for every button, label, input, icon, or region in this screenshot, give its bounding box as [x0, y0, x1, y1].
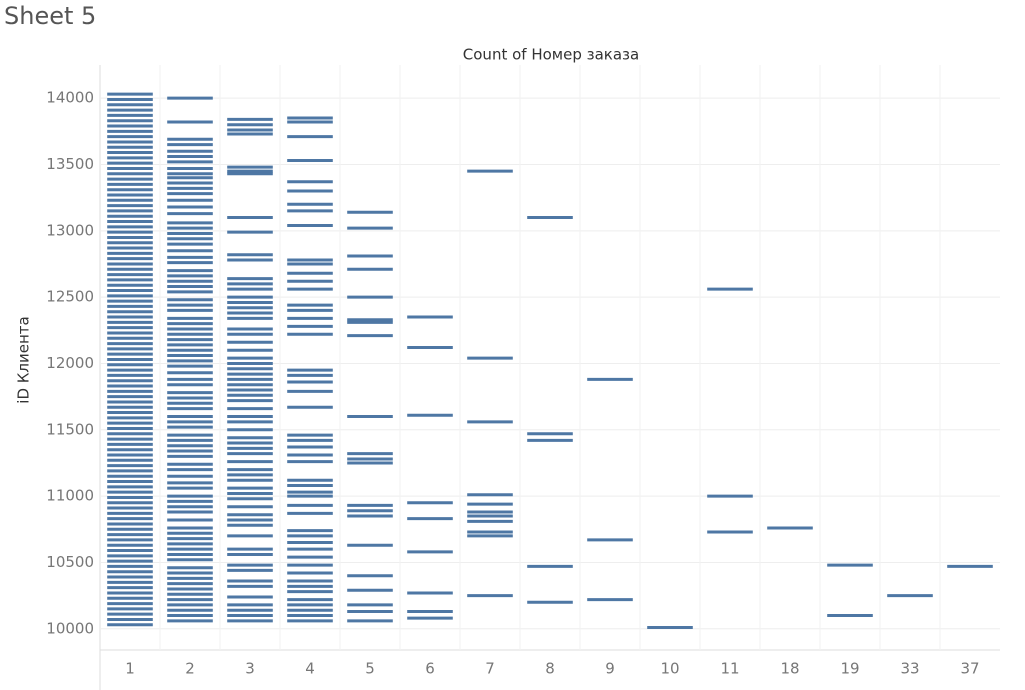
x-tick-label: 9: [605, 660, 615, 678]
y-tick-label: 11500: [46, 420, 94, 438]
x-tick-label: 4: [305, 660, 315, 678]
x-tick-label: 37: [960, 660, 979, 678]
x-tick-label: 3: [245, 660, 255, 678]
x-tick-label: 5: [365, 660, 375, 678]
y-tick-label: 12500: [46, 288, 94, 306]
y-tick-label: 14000: [46, 89, 94, 107]
x-tick-label: 1: [125, 660, 135, 678]
x-tick-label: 6: [425, 660, 435, 678]
y-tick-label: 12000: [46, 354, 94, 372]
x-tick-label: 33: [900, 660, 919, 678]
y-tick-label: 13500: [46, 155, 94, 173]
x-tick-label: 19: [840, 660, 859, 678]
x-tick-label: 8: [545, 660, 555, 678]
y-tick-label: 13000: [46, 221, 94, 239]
y-tick-label: 10500: [46, 553, 94, 571]
y-axis-label: iD Клиента: [15, 316, 33, 403]
x-tick-label: 10: [660, 660, 679, 678]
x-tick-label: 11: [720, 660, 739, 678]
sheet-title: Sheet 5: [4, 2, 96, 30]
x-tick-label: 7: [485, 660, 495, 678]
x-tick-label: 18: [780, 660, 799, 678]
y-tick-label: 11000: [46, 487, 94, 505]
chart-title: Count of Номер заказа: [463, 46, 639, 64]
x-tick-label: 2: [185, 660, 195, 678]
y-tick-label: 10000: [46, 619, 94, 637]
